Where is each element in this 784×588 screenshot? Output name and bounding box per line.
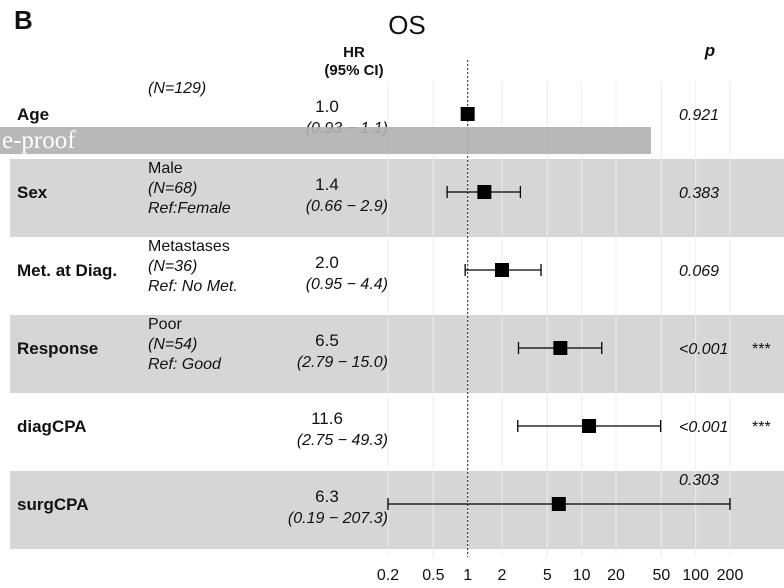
x-tick-label: 0.2 bbox=[377, 567, 399, 584]
hr-point-marker bbox=[553, 341, 568, 355]
p-value-label: <0.001 bbox=[679, 419, 728, 436]
hr-value-label: 2.0 bbox=[315, 253, 339, 272]
hr-point-marker bbox=[460, 107, 475, 121]
row-band bbox=[10, 315, 784, 393]
group-category-label: Male bbox=[148, 160, 183, 177]
ci-label: (0.66 − 2.9) bbox=[306, 198, 388, 215]
p-value-label: 0.383 bbox=[679, 185, 719, 202]
row-band bbox=[10, 471, 784, 549]
significance-stars: *** bbox=[752, 341, 771, 358]
ci-label: (2.75 − 49.3) bbox=[297, 432, 388, 449]
panel-letter: B bbox=[14, 5, 33, 35]
ci-label: (2.79 − 15.0) bbox=[297, 354, 388, 371]
group-n-label: (N=68) bbox=[148, 180, 197, 197]
x-tick-label: 100 bbox=[682, 567, 709, 584]
chart-title: OS bbox=[388, 10, 426, 40]
group-n-label: (N=54) bbox=[148, 336, 197, 353]
ci-label: (0.19 − 207.3) bbox=[288, 510, 388, 527]
significance-stars: *** bbox=[752, 419, 771, 436]
p-header: p bbox=[704, 41, 715, 60]
variable-label: diagCPA bbox=[17, 417, 87, 436]
p-value-label: <0.001 bbox=[679, 341, 728, 358]
p-value-label: 0.069 bbox=[679, 263, 719, 280]
variable-label: Sex bbox=[17, 183, 48, 202]
row-labels: Age(N=129)1.0(0.93 − 1.1)0.921SexMale(N=… bbox=[17, 80, 771, 527]
group-category-label: Poor bbox=[148, 316, 182, 333]
p-value-label: 0.921 bbox=[679, 107, 719, 124]
variable-label: surgCPA bbox=[17, 495, 88, 514]
hr-header-line1: HR bbox=[343, 44, 365, 61]
hr-point-marker bbox=[477, 185, 492, 199]
row-bands bbox=[10, 159, 784, 549]
group-reference-label: Ref: Good bbox=[148, 356, 222, 373]
group-reference-label: Ref:Female bbox=[148, 200, 231, 217]
hr-value-label: 1.4 bbox=[315, 175, 339, 194]
p-value-label: 0.303 bbox=[679, 472, 719, 489]
group-n-label: (N=129) bbox=[148, 80, 206, 97]
x-tick-label: 200 bbox=[717, 567, 744, 584]
hr-point-marker bbox=[582, 419, 597, 433]
x-tick-label: 20 bbox=[607, 567, 625, 584]
hr-point-marker bbox=[495, 263, 509, 277]
x-tick-label: 2 bbox=[498, 567, 507, 584]
x-tick-label: 1 bbox=[463, 567, 472, 584]
x-tick-label: 0.5 bbox=[422, 567, 444, 584]
variable-label: Met. at Diag. bbox=[17, 261, 117, 280]
variable-label: Response bbox=[17, 339, 98, 358]
row-band bbox=[10, 159, 784, 237]
variable-label: Age bbox=[17, 105, 49, 124]
hr-header-line2: (95% CI) bbox=[324, 62, 383, 79]
x-tick-label: 50 bbox=[652, 567, 670, 584]
hr-value-label: 6.5 bbox=[315, 331, 339, 350]
watermark-banner bbox=[0, 127, 651, 154]
confidence-intervals bbox=[387, 107, 731, 511]
x-tick-label: 10 bbox=[573, 567, 591, 584]
group-category-label: Metastases bbox=[148, 238, 230, 255]
watermark-text: e-proof bbox=[2, 127, 76, 154]
hr-point-marker bbox=[551, 497, 566, 511]
hr-value-label: 11.6 bbox=[311, 409, 343, 428]
ci-label: (0.95 − 4.4) bbox=[306, 276, 388, 293]
group-reference-label: Ref: No Met. bbox=[148, 278, 238, 295]
x-axis-ticks: 0.2 0.5 1 2 5 10 20 50 100 200 bbox=[377, 567, 744, 584]
group-n-label: (N=36) bbox=[148, 258, 197, 275]
x-tick-label: 5 bbox=[543, 567, 552, 584]
hr-value-label: 6.3 bbox=[315, 487, 339, 506]
hr-value-label: 1.0 bbox=[315, 97, 339, 116]
